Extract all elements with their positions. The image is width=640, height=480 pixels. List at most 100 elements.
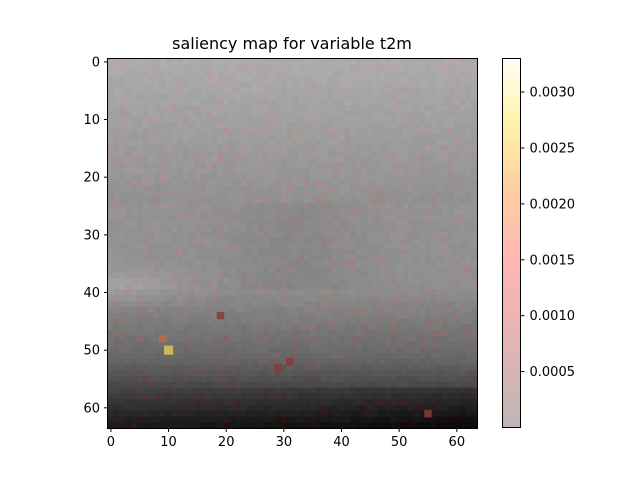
heatmap-cell [309,151,316,158]
heatmap-cell [292,70,299,77]
heatmap-cell [148,157,155,164]
heatmap-cell [459,214,466,221]
heatmap-cell [315,59,322,66]
heatmap-cell [113,59,120,66]
heatmap-cell [338,410,345,417]
heatmap-cell [286,133,293,141]
heatmap-cell [280,122,288,129]
heatmap-cell [119,191,126,198]
heatmap-cell [234,416,241,423]
heatmap-cell [119,376,126,383]
heatmap-cell [211,139,218,146]
heatmap-cell [459,110,466,118]
heatmap-cell [240,82,247,89]
heatmap-cell [131,243,138,250]
heatmap-cell [131,208,138,216]
heatmap-cell [332,174,339,181]
colorbar-tick-label: 0.0030 [530,86,576,101]
heatmap-cell [286,289,293,296]
heatmap-cell [275,237,282,244]
heatmap-cell [327,289,334,296]
heatmap-cell [407,295,414,302]
heatmap-cell [263,208,270,216]
heatmap-cell [252,122,259,129]
heatmap-cell [142,272,149,279]
heatmap-cell [430,329,437,337]
heatmap-cell [206,231,213,239]
heatmap-cell [390,93,397,100]
heatmap-cell [327,283,334,290]
heatmap-cell [269,157,276,164]
heatmap-cell [419,335,426,342]
heatmap-cell [131,341,138,348]
heatmap-cell [402,410,409,417]
heatmap-cell [361,312,368,319]
heatmap-cell [108,295,115,302]
heatmap-cell [113,249,120,256]
heatmap-cell [298,208,305,216]
heatmap-cell [165,324,172,331]
heatmap-cell [407,197,414,204]
heatmap-cell [332,341,339,348]
heatmap-cell [275,59,282,66]
heatmap-cell [182,318,190,325]
heatmap-cell [275,301,282,308]
heatmap-cell [304,324,311,331]
heatmap-cell [298,416,305,423]
heatmap-cell [304,116,311,123]
heatmap-cell [453,151,461,158]
heatmap-cell [165,301,172,308]
heatmap-cell [373,214,380,221]
heatmap-cell [136,255,143,262]
heatmap-cell [142,128,149,135]
heatmap-cell [223,157,230,164]
heatmap-cell [396,99,403,106]
heatmap-cell [384,185,391,192]
heatmap-cell [177,226,184,233]
heatmap-cell [459,393,466,400]
heatmap-cell [125,208,132,216]
saliency-hotspots [159,311,432,418]
heatmap-cell [309,185,316,192]
heatmap-cell [292,318,299,325]
heatmap-cell [154,335,161,342]
heatmap-cell [402,99,409,106]
heatmap-cell [442,255,449,262]
heatmap-cell [177,255,184,262]
heatmap-cell [304,301,311,308]
heatmap-cell [188,237,195,244]
heatmap-cell [350,214,357,221]
heatmap-cell [327,174,334,181]
heatmap-cell [108,64,115,71]
heatmap-cell [344,255,351,262]
heatmap-cell [200,393,207,400]
heatmap-cell [355,329,363,337]
heatmap-cell [459,370,466,377]
heatmap-cell [292,272,299,279]
colorbar-tick-label: 0.0010 [530,309,576,324]
heatmap-cell [206,59,213,66]
heatmap-cell [217,255,224,262]
heatmap-cell [361,266,368,273]
heatmap-cell [332,105,339,112]
heatmap-cell [223,168,230,175]
heatmap-cell [350,404,357,412]
heatmap-cell [453,393,461,400]
heatmap-cell [125,289,132,296]
heatmap-cell [471,324,478,331]
heatmap-cell [108,278,115,285]
heatmap-cell [154,70,161,77]
heatmap-cell [396,289,403,296]
heatmap-cell [211,231,218,239]
heatmap-cell [315,162,322,169]
heatmap-cell [188,335,195,342]
heatmap-cell [188,358,195,365]
heatmap-cell [430,93,437,100]
heatmap-cell [234,358,241,365]
heatmap-cell [269,370,276,377]
heatmap-cell [240,335,247,342]
heatmap-cell [442,364,449,371]
heatmap-cell [304,208,311,216]
heatmap-cell [413,59,420,66]
heatmap-cell [229,289,236,296]
